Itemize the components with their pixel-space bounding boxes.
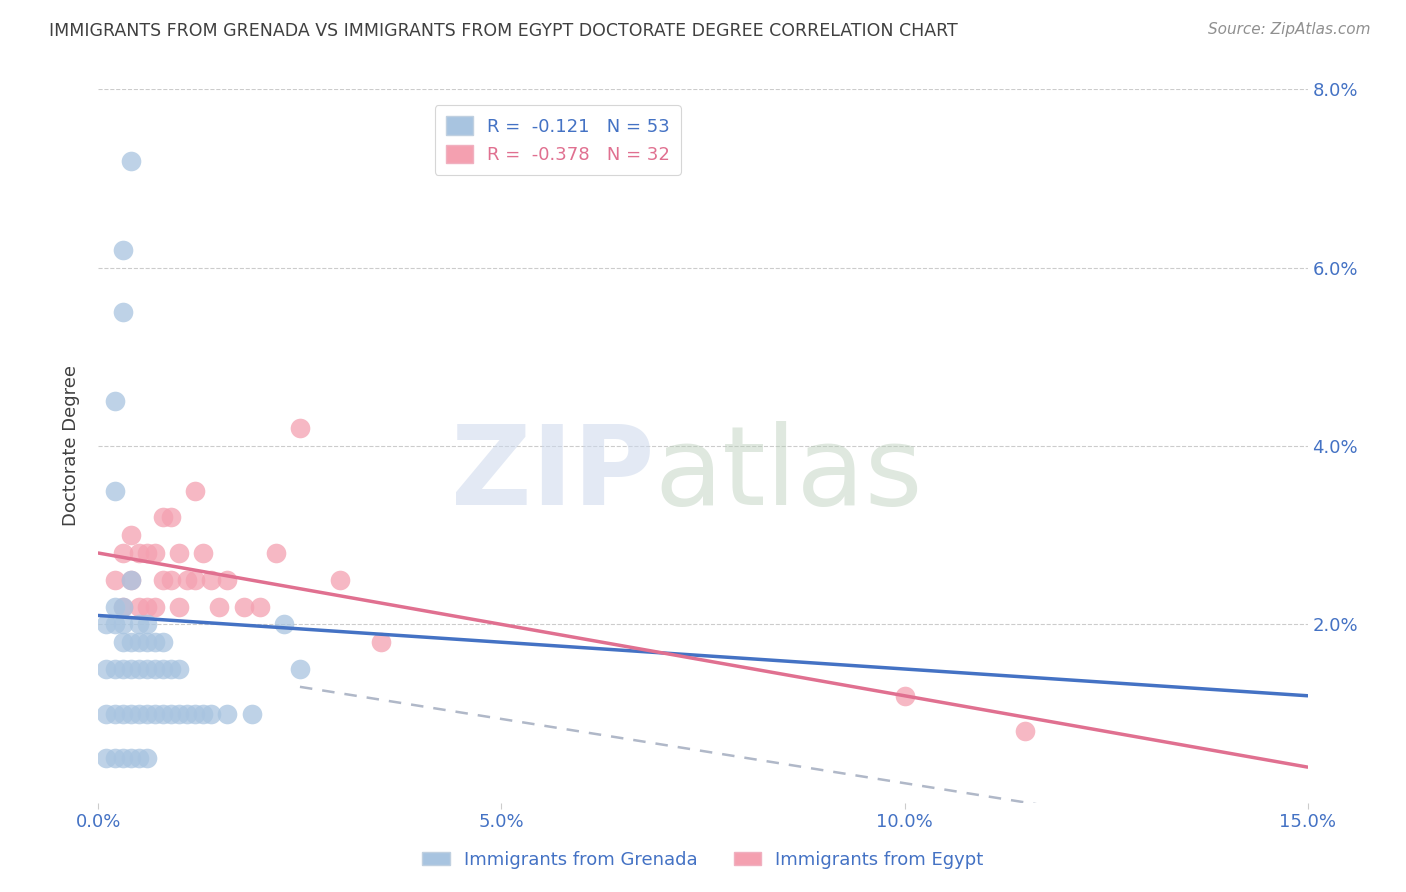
Point bbox=[184, 706, 207, 721]
Y-axis label: Doctorate Degree: Doctorate Degree bbox=[62, 366, 80, 526]
Point bbox=[111, 546, 134, 560]
Point bbox=[120, 573, 142, 587]
Point bbox=[128, 751, 150, 765]
Point bbox=[111, 599, 134, 614]
Point bbox=[111, 243, 134, 257]
Point bbox=[200, 573, 222, 587]
Point bbox=[135, 635, 157, 649]
Point bbox=[167, 662, 190, 676]
Point bbox=[273, 617, 295, 632]
Point bbox=[217, 573, 239, 587]
Point bbox=[249, 599, 271, 614]
Point bbox=[96, 751, 118, 765]
Text: atlas: atlas bbox=[655, 421, 924, 528]
Point bbox=[329, 573, 352, 587]
Point bbox=[208, 599, 231, 614]
Point bbox=[128, 706, 150, 721]
Point bbox=[111, 662, 134, 676]
Point bbox=[160, 706, 183, 721]
Point bbox=[120, 573, 142, 587]
Point bbox=[128, 599, 150, 614]
Point bbox=[232, 599, 254, 614]
Point bbox=[103, 706, 125, 721]
Point bbox=[96, 617, 118, 632]
Point bbox=[152, 510, 174, 524]
Point bbox=[167, 706, 190, 721]
Point bbox=[143, 662, 166, 676]
Point bbox=[120, 751, 142, 765]
Point bbox=[120, 706, 142, 721]
Point bbox=[103, 662, 125, 676]
Point bbox=[288, 662, 311, 676]
Point bbox=[217, 706, 239, 721]
Legend: R =  -0.121   N = 53, R =  -0.378   N = 32: R = -0.121 N = 53, R = -0.378 N = 32 bbox=[434, 105, 681, 175]
Point bbox=[103, 573, 125, 587]
Point bbox=[103, 394, 125, 409]
Point bbox=[160, 662, 183, 676]
Point bbox=[160, 573, 183, 587]
Point bbox=[120, 662, 142, 676]
Point bbox=[128, 635, 150, 649]
Point bbox=[193, 546, 215, 560]
Point bbox=[128, 546, 150, 560]
Point bbox=[184, 573, 207, 587]
Text: ZIP: ZIP bbox=[451, 421, 655, 528]
Point bbox=[1014, 724, 1036, 739]
Point bbox=[370, 635, 392, 649]
Point bbox=[135, 617, 157, 632]
Point bbox=[135, 662, 157, 676]
Point bbox=[111, 305, 134, 319]
Point bbox=[128, 662, 150, 676]
Point bbox=[143, 635, 166, 649]
Point bbox=[240, 706, 263, 721]
Point bbox=[111, 751, 134, 765]
Point bbox=[143, 546, 166, 560]
Point bbox=[176, 573, 198, 587]
Point bbox=[200, 706, 222, 721]
Point bbox=[128, 617, 150, 632]
Point bbox=[111, 599, 134, 614]
Point bbox=[111, 635, 134, 649]
Point bbox=[167, 599, 190, 614]
Point bbox=[152, 706, 174, 721]
Point bbox=[96, 706, 118, 721]
Point bbox=[103, 751, 125, 765]
Point bbox=[111, 706, 134, 721]
Point bbox=[111, 617, 134, 632]
Point bbox=[193, 706, 215, 721]
Point bbox=[120, 635, 142, 649]
Point bbox=[96, 662, 118, 676]
Point bbox=[264, 546, 287, 560]
Point bbox=[143, 706, 166, 721]
Point bbox=[184, 483, 207, 498]
Point bbox=[103, 617, 125, 632]
Point bbox=[135, 546, 157, 560]
Text: Source: ZipAtlas.com: Source: ZipAtlas.com bbox=[1208, 22, 1371, 37]
Point bbox=[160, 510, 183, 524]
Point bbox=[143, 599, 166, 614]
Point bbox=[176, 706, 198, 721]
Point bbox=[120, 528, 142, 542]
Point bbox=[152, 573, 174, 587]
Legend: Immigrants from Grenada, Immigrants from Egypt: Immigrants from Grenada, Immigrants from… bbox=[415, 844, 991, 876]
Point bbox=[135, 706, 157, 721]
Point bbox=[152, 635, 174, 649]
Point bbox=[103, 483, 125, 498]
Text: IMMIGRANTS FROM GRENADA VS IMMIGRANTS FROM EGYPT DOCTORATE DEGREE CORRELATION CH: IMMIGRANTS FROM GRENADA VS IMMIGRANTS FR… bbox=[49, 22, 957, 40]
Point bbox=[135, 599, 157, 614]
Point bbox=[135, 751, 157, 765]
Point bbox=[167, 546, 190, 560]
Point bbox=[120, 153, 142, 168]
Point bbox=[152, 662, 174, 676]
Point bbox=[288, 421, 311, 435]
Point bbox=[103, 599, 125, 614]
Point bbox=[893, 689, 915, 703]
